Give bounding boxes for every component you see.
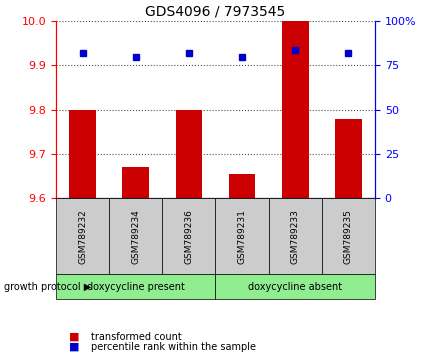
Text: growth protocol ▶: growth protocol ▶ (4, 282, 91, 292)
Text: doxycycline present: doxycycline present (86, 282, 184, 292)
Text: percentile rank within the sample: percentile rank within the sample (90, 342, 255, 352)
Text: transformed count: transformed count (90, 332, 181, 342)
Text: doxycycline absent: doxycycline absent (248, 282, 341, 292)
Bar (228, 174, 255, 198)
Bar (175, 110, 202, 198)
Text: GSM789235: GSM789235 (343, 209, 352, 264)
Title: GDS4096 / 7973545: GDS4096 / 7973545 (145, 5, 285, 19)
Text: GSM789231: GSM789231 (237, 209, 246, 264)
Text: GSM789233: GSM789233 (290, 209, 299, 264)
Text: ■: ■ (69, 342, 79, 352)
Bar (281, 21, 308, 198)
Bar (335, 119, 361, 198)
Text: GSM789236: GSM789236 (184, 209, 193, 264)
Bar (69, 110, 96, 198)
Text: GSM789234: GSM789234 (131, 209, 140, 264)
Bar (122, 167, 149, 198)
Text: GSM789232: GSM789232 (78, 209, 87, 264)
Text: ■: ■ (69, 332, 79, 342)
